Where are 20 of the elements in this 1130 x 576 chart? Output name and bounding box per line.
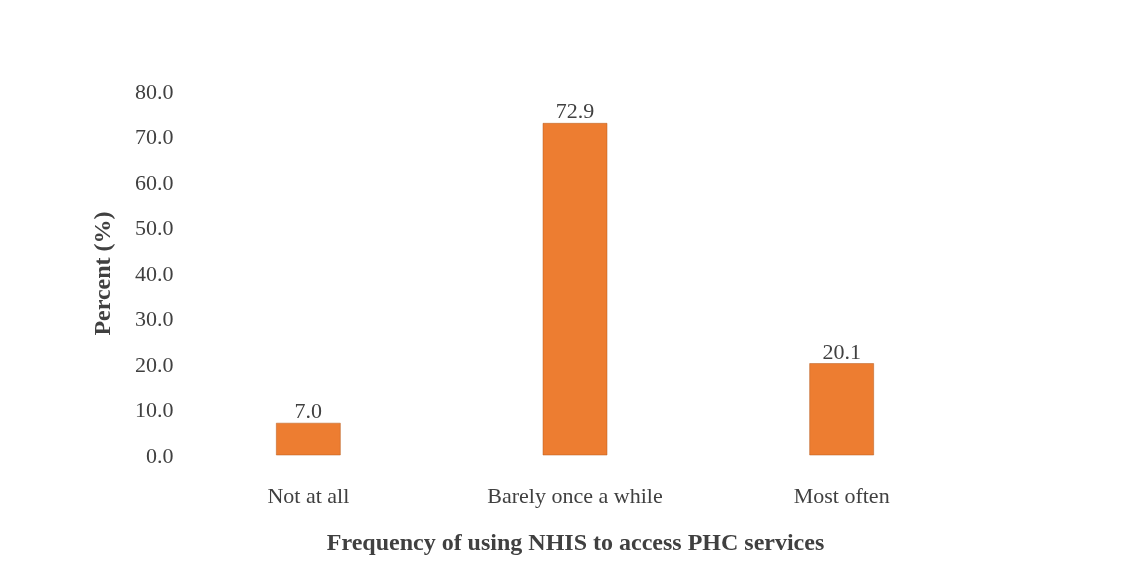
y-tick-label: 50.0 — [135, 215, 174, 240]
data-label: 72.9 — [555, 98, 595, 124]
x-tick-label: Not at all — [267, 482, 350, 508]
bar — [809, 363, 874, 456]
y-tick-label: 30.0 — [135, 306, 174, 331]
y-tick-label: 10.0 — [135, 397, 174, 422]
y-tick-label: 60.0 — [135, 169, 174, 195]
y-axis-title: Percent (%) — [89, 211, 115, 336]
y-tick-label: 40.0 — [135, 260, 174, 286]
y-tick-label: 0.0 — [146, 442, 174, 468]
x-tick-label: Most often — [793, 482, 890, 508]
data-label: 20.1 — [822, 338, 861, 364]
x-tick-label: Barely once a while — [487, 482, 663, 508]
y-tick-label: 70.0 — [135, 124, 174, 149]
data-label: 7.0 — [294, 398, 323, 424]
bar — [276, 422, 341, 456]
bar — [542, 123, 608, 456]
y-tick-label: 20.0 — [135, 351, 174, 377]
x-axis-title: Frequency of using NHIS to access PHC services — [326, 528, 825, 555]
y-tick-label: 80.0 — [135, 78, 174, 104]
